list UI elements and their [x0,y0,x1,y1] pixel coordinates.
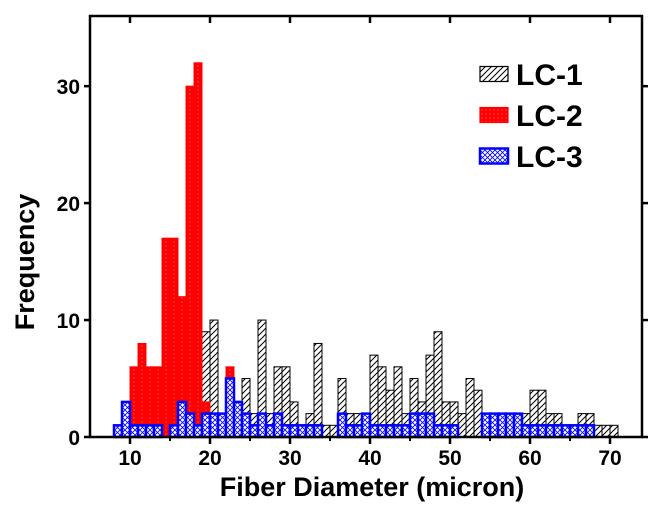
legend-label: LC-2 [516,100,583,133]
axes-layer: 10 20 30 40 50 60 70 0 10 20 30 [57,14,648,470]
x-tick-label: 50 [438,447,461,470]
legend-swatch [479,65,509,83]
bar-lc-3 [584,424,596,439]
x-axis-title: Fiber Diameter (micron) [220,472,525,502]
legend-swatch [478,147,510,165]
legend-item-lc-1: LC-1 [479,59,583,92]
bar-lc-1 [609,424,619,438]
y-tick-label: 30 [57,76,80,99]
x-tick-label: 70 [598,447,621,470]
y-tick-label: 10 [57,310,80,333]
legend-item-lc-3: LC-3 [478,141,583,174]
bar-lc-3 [448,424,460,439]
bar-lc-1 [601,424,611,438]
bar-lc-2 [137,342,147,438]
x-tick-label: 30 [278,447,301,470]
legend: LC-1 LC-2 LC-3 [478,59,583,174]
y-tick-label: 0 [68,427,80,450]
bar-lc-2 [193,62,203,438]
bar-lc-3 [152,424,164,439]
bar-lc-1 [465,378,475,438]
bar-lc-2 [185,85,195,438]
legend-swatch [479,106,509,124]
y-axis-title: Frequency [10,194,40,331]
legend-label: LC-1 [516,59,583,92]
bars-layer [112,62,619,439]
plot-frame [88,14,644,439]
bar-lc-1 [313,342,323,438]
legend-label: LC-3 [516,141,583,174]
legend-item-lc-2: LC-2 [479,100,583,133]
bar-lc-3 [312,424,324,439]
y-tick-label: 20 [57,193,80,216]
bar-lc-2 [161,237,171,438]
x-tick-label: 20 [198,447,221,470]
x-tick-label: 10 [118,447,141,470]
x-tick-label: 40 [358,447,381,470]
x-tick-label: 60 [518,447,541,470]
